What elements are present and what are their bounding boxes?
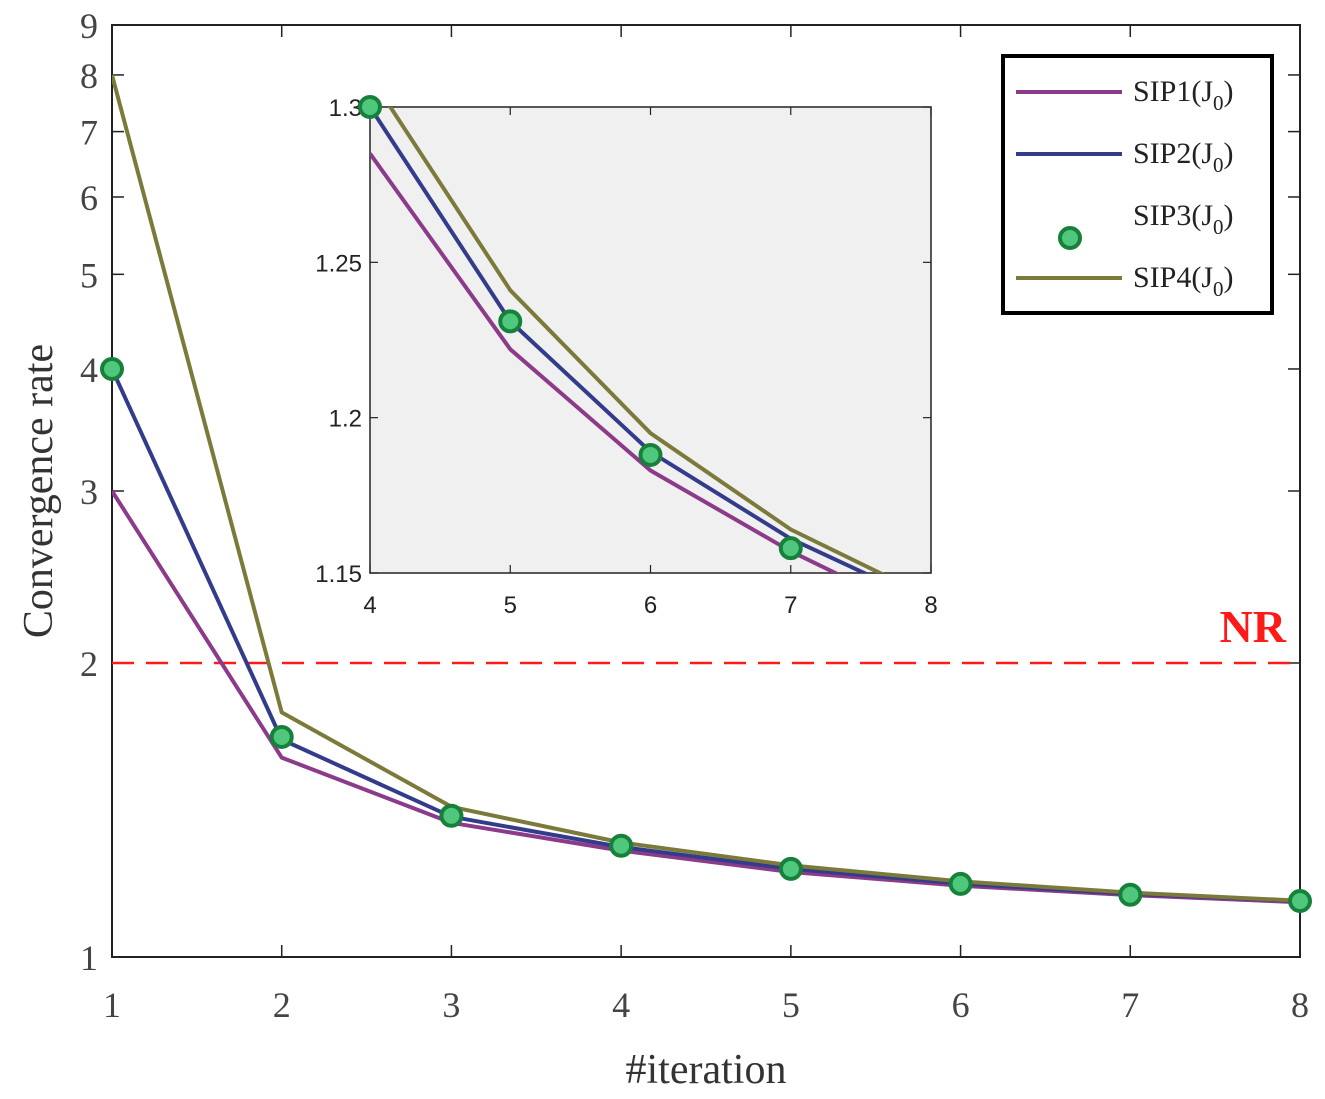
x-tick-label: 2: [273, 985, 291, 1025]
x-tick-label: 8: [1291, 985, 1309, 1025]
inset-x-tick-label: 6: [644, 592, 657, 619]
inset-x-tick-label: 7: [784, 592, 797, 619]
series-line-sip4: [112, 74, 1300, 903]
inset-y-tick-label: 1.2: [329, 406, 362, 433]
inset-sip3-marker: [498, 309, 523, 334]
x-tick-label: 5: [782, 985, 800, 1025]
legend-swatch-sip3: [1058, 226, 1082, 250]
inset-x-tick-label: 5: [504, 592, 517, 619]
sip3-marker: [948, 871, 973, 896]
inset-series-line-sip1: [370, 152, 840, 573]
y-tick-label: 5: [80, 255, 98, 295]
sip3-marker: [439, 803, 464, 828]
inset-x-tick-label: 8: [924, 592, 937, 619]
inset-chart: 4 5 6 7 8 1.15 1.2 1.25 1.3: [315, 95, 938, 619]
x-tick-label: 4: [612, 985, 630, 1025]
y-tick-label: 9: [80, 6, 98, 46]
sip3-marker: [269, 724, 294, 749]
inset-sip3-marker: [358, 95, 382, 119]
x-tick-label: 1: [103, 985, 121, 1025]
inset-y-tick-label: 1.3: [329, 95, 362, 122]
inset-sip3-marker: [638, 442, 663, 467]
y-tick-label: 3: [80, 472, 98, 512]
legend-box: [1001, 54, 1274, 315]
inset-plot-frame: [369, 106, 932, 574]
y-tick-label: 4: [80, 350, 98, 390]
legend-label-sip2: SIP2(J0): [1133, 137, 1234, 177]
inset-sip3-marker: [778, 536, 803, 561]
sip3-marker: [778, 856, 803, 881]
sip3-marker: [1118, 882, 1143, 907]
sip3-marker: [609, 833, 634, 858]
y-tick-label: 8: [80, 56, 98, 96]
x-tick-label: 6: [952, 985, 970, 1025]
inset-series-line-sip4: [387, 107, 885, 573]
x-tick-label: 7: [1121, 985, 1139, 1025]
legend-label-sip3: SIP3(J0): [1133, 199, 1234, 239]
y-tick-label: 1: [80, 938, 98, 978]
sip3-marker: [100, 356, 124, 381]
inset-y-tick-label: 1.25: [315, 250, 362, 277]
legend: SIP1(J0) SIP2(J0) SIP3(J0) SIP4(J0): [1001, 54, 1274, 315]
y-axis-title: Convergence rate: [16, 344, 62, 638]
inset-y-tick-label: 1.15: [315, 561, 362, 588]
x-tick-label: 3: [442, 985, 460, 1025]
y-tick-label: 2: [80, 644, 98, 684]
legend-label-sip1: SIP1(J0): [1133, 75, 1234, 115]
y-tick-label: 6: [80, 178, 98, 218]
y-tick-label: 7: [80, 113, 98, 153]
nr-label: NR: [1220, 601, 1287, 652]
legend-label-sip4: SIP4(J0): [1133, 261, 1234, 301]
x-axis-title: #iteration: [626, 1047, 787, 1093]
sip3-marker: [1288, 889, 1312, 914]
inset-x-tick-label: 4: [363, 592, 376, 619]
